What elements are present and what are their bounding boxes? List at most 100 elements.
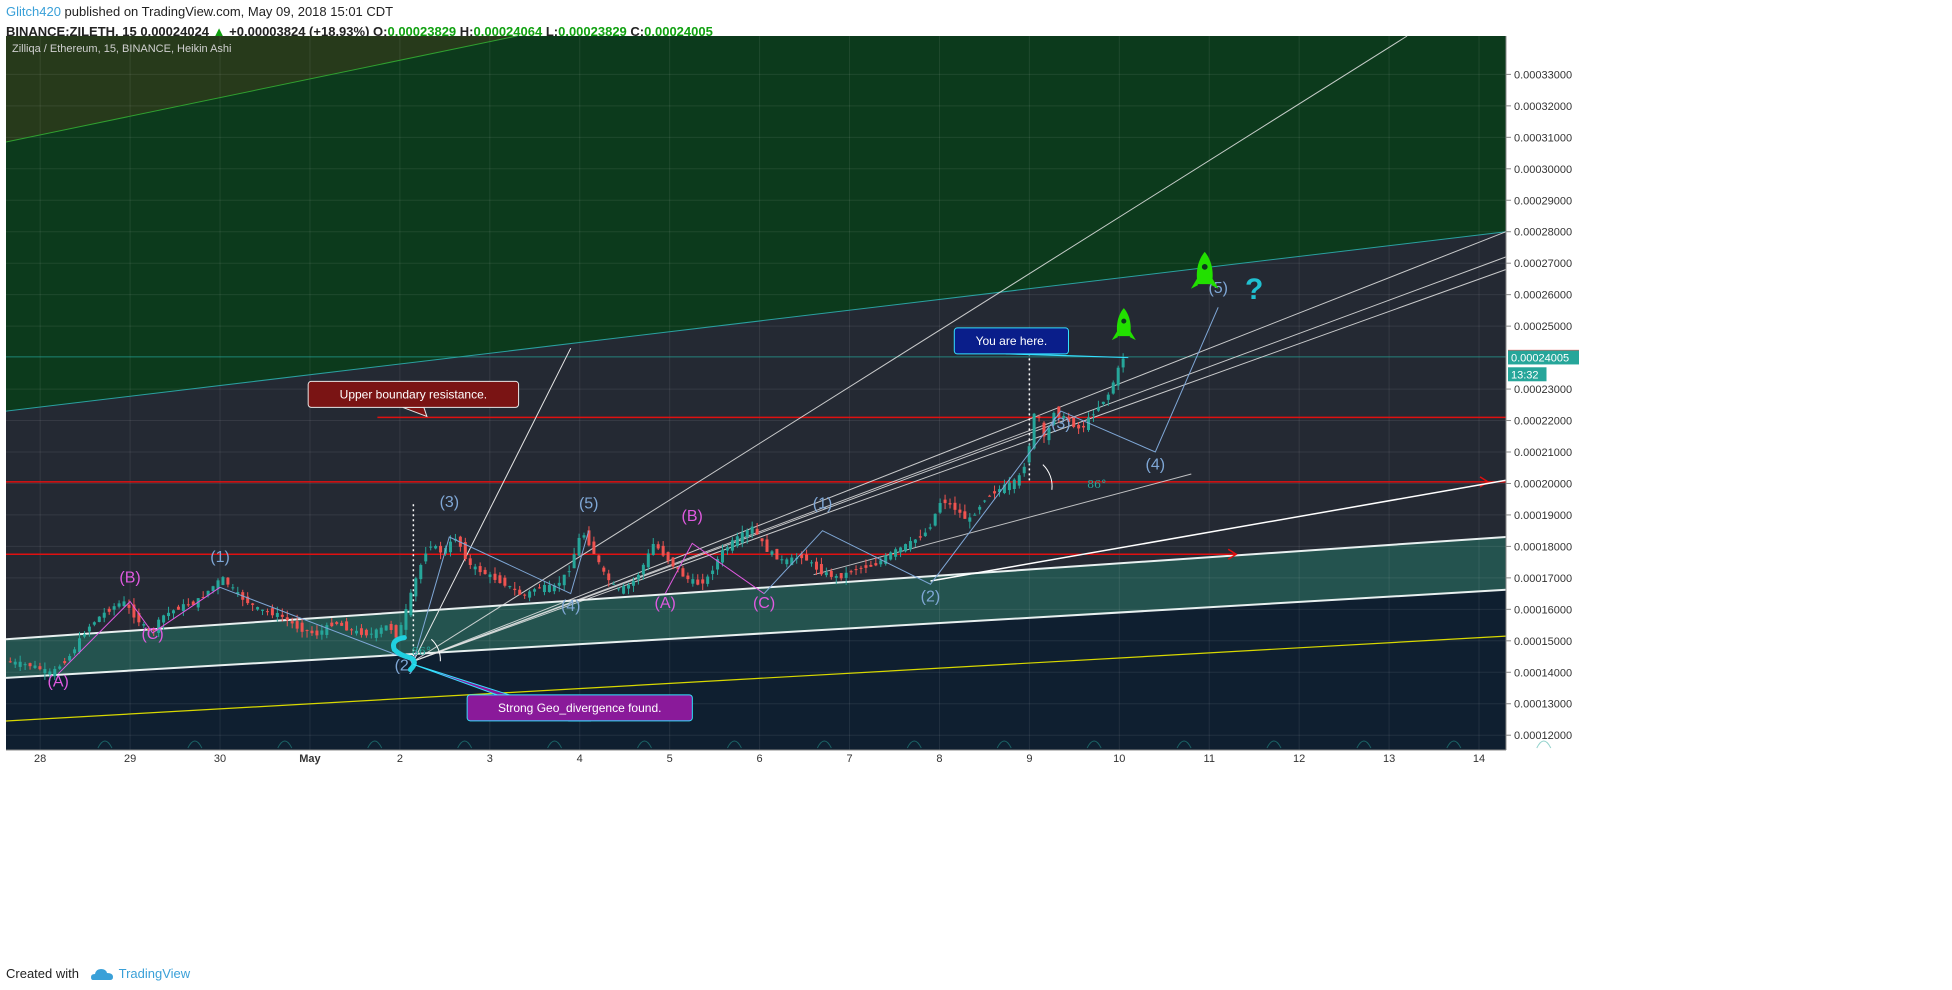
candle [270, 608, 274, 616]
candle [1047, 427, 1051, 441]
candle [478, 566, 482, 573]
y-tick-label: 0.00029000 [1514, 195, 1572, 207]
candle [73, 649, 77, 654]
x-tick-label: 29 [124, 753, 136, 765]
candle [246, 596, 250, 604]
channel-lower-line [5, 588, 1507, 679]
callout-box [953, 327, 1069, 355]
candle [300, 622, 304, 632]
candle [468, 558, 472, 565]
candle [839, 572, 843, 579]
candle [814, 561, 818, 570]
candle [557, 582, 561, 586]
candle [508, 586, 512, 588]
candle [983, 500, 987, 502]
candle [157, 619, 161, 633]
candle [1067, 417, 1071, 422]
candle [33, 665, 37, 668]
session-marker [1086, 740, 1102, 749]
session-marker [457, 740, 473, 749]
session-marker [1446, 740, 1462, 749]
candle [132, 604, 136, 618]
candle [275, 612, 279, 617]
chart-header: Glitch420 published on TradingView.com, … [6, 2, 1946, 42]
green-zone [6, 36, 1506, 412]
candle [918, 536, 922, 538]
y-tick-label: 0.00018000 [1514, 541, 1572, 553]
candle [686, 575, 690, 580]
candle [1106, 394, 1110, 400]
candle [612, 583, 616, 585]
candle [226, 577, 230, 585]
y-tick-label: 0.00014000 [1514, 667, 1572, 679]
candle [805, 554, 809, 561]
candle [102, 612, 106, 618]
session-marker [996, 740, 1012, 749]
tradingview-logo-icon [90, 968, 113, 980]
high-label: H: [459, 24, 474, 39]
y-tick-label: 0.00016000 [1514, 604, 1572, 616]
candle [849, 571, 853, 573]
candle [562, 574, 566, 586]
candle [963, 511, 967, 519]
session-marker [1356, 740, 1372, 749]
wave-label: (2) [921, 588, 941, 605]
candle [988, 495, 992, 497]
wave-label: (A) [47, 673, 68, 690]
y-tick-label: 0.00015000 [1514, 636, 1572, 648]
candle [112, 606, 116, 610]
tradingview-link[interactable]: TradingView [118, 966, 191, 981]
candle [1032, 413, 1036, 449]
candle [369, 633, 373, 635]
candle [384, 625, 388, 631]
candle [374, 629, 378, 638]
y-tick-label: 0.00032000 [1514, 101, 1572, 113]
candle [641, 564, 645, 575]
rocket-icon [1111, 308, 1136, 341]
candle [315, 630, 319, 636]
y-tick-label: 0.00033000 [1514, 69, 1572, 81]
published-text: published on TradingView.com, May 09, 20… [64, 4, 394, 19]
candle [958, 509, 962, 513]
session-marker [1266, 740, 1282, 749]
y-tick-label: 0.00027000 [1514, 258, 1572, 270]
candle [706, 576, 710, 584]
candle [92, 622, 96, 625]
y-tick-label: 0.00028000 [1514, 227, 1572, 239]
candle [631, 580, 635, 586]
candle [127, 604, 131, 608]
session-marker [1176, 740, 1192, 749]
session-marker [547, 740, 563, 749]
callout-text: Strong Geo_divergence found. [498, 701, 661, 715]
candle [488, 574, 492, 577]
fan-line [413, 256, 1507, 662]
candle [661, 545, 665, 556]
candle [1002, 484, 1006, 494]
low-label: L: [545, 24, 559, 39]
candle [528, 591, 532, 598]
candle [196, 598, 200, 608]
candle [701, 579, 705, 584]
open-label: O: [373, 24, 388, 39]
created-with-text: Created with [6, 966, 79, 981]
candle [78, 638, 82, 653]
candle [63, 661, 67, 664]
candle [265, 611, 269, 613]
candle [176, 606, 180, 610]
close-value: 0.00024005 [644, 24, 713, 39]
wave-label: (4) [1145, 456, 1165, 473]
candle [28, 663, 32, 667]
candle [379, 627, 383, 634]
x-tick-label: 13 [1383, 753, 1395, 765]
wave-label: (4) [561, 598, 581, 615]
candle [978, 506, 982, 510]
candle [1037, 416, 1041, 418]
candle [354, 630, 358, 634]
candle [340, 622, 344, 626]
price-chart[interactable]: (A)(B)(C)(1)(2)(3)(4)(5)(A)(B)(C)(1)(2)(… [0, 0, 1952, 960]
candle [1096, 407, 1100, 411]
candle [206, 590, 210, 596]
author-link[interactable]: Glitch420 [6, 4, 61, 19]
candle [18, 661, 22, 667]
candle [780, 559, 784, 561]
